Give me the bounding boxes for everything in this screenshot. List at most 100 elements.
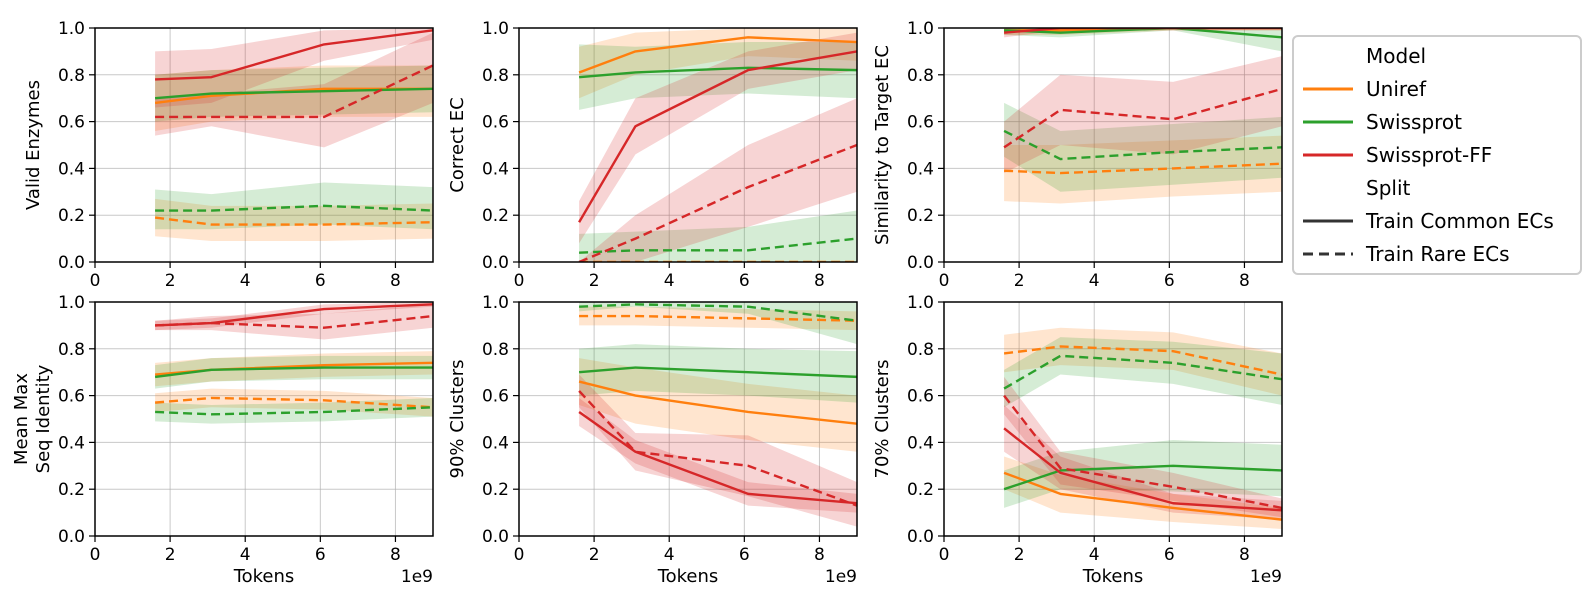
y-tick-label: 0.8 [907,340,934,360]
y-tick-label: 1.0 [907,293,934,313]
x-tick-label: 6 [315,271,326,291]
band-swissprot-ff-rare [155,304,433,340]
legend-model-title: Model [1366,44,1426,68]
band-uniref-common [579,358,857,452]
series-group [154,302,433,424]
x-tick-label: 6 [1164,271,1175,291]
x-axis-label: Tokens [657,566,719,587]
band-swissprot-ff-rare [579,374,857,527]
legend: Model Uniref Swissprot Swissprot-FF Spli… [1292,35,1582,275]
panel-valid-enzymes: 0 2 4 6 8 0.0 0.2 0.4 0.6 0.8 1.0 Valid Enzymes [23,19,434,291]
y-axis-label: Correct EC [447,97,468,192]
plot-frame [518,301,858,537]
y-tick-label: 0.4 [482,159,509,179]
line-swissprot-common [578,66,857,79]
band-uniref-rare [155,388,433,417]
y-tick-label: 0.4 [907,159,934,179]
x-tick-label: 2 [1014,545,1025,565]
y-tick-label: 0.8 [58,340,85,360]
line-uniref-rare [579,314,857,322]
line-uniref-rare [154,216,433,226]
band-swissprot-rare [155,397,433,424]
x-tick-label: 6 [739,545,750,565]
band-swissprot-common [579,344,857,403]
x-tick-label: 4 [664,545,675,565]
line-swissprot-ff-rare [1003,394,1282,510]
x-tick-label: 6 [315,545,326,565]
line-swissprot-rare [155,406,433,416]
line-swissprot-ff-common [578,50,857,223]
panel-similarity-to-target-ec: 0 2 4 6 8 0.0 0.2 0.4 0.6 0.8 1.0 Similarity to Tar… [872,19,1283,291]
band-swissprot-common [1004,28,1282,52]
band-swissprot-rare [579,302,857,345]
series-group [1003,327,1282,529]
line-uniref-rare [154,396,433,409]
y-axis-label: 90% Clusters [447,360,468,479]
x-tick-label: 8 [390,271,401,291]
y-axis-label-line: 90% Clusters [447,360,468,479]
line-swissprot-rare [1003,129,1282,161]
line-uniref-rare [1004,162,1282,175]
panel-70-clusters: 0 2 4 6 8 0.0 0.2 0.4 0.6 0.8 1.0 70% Clusters Token… [872,293,1283,587]
y-tick-label: 0.6 [58,387,85,407]
y-tick-label: 0.0 [482,527,509,547]
y-tick-label: 0.6 [907,387,934,407]
line-swissprot-ff-common [155,29,433,81]
x-tick-label: 0 [90,545,101,565]
y-tick-label: 0.2 [58,206,85,226]
y-tick-label: 0.8 [58,66,85,86]
band-swissprot-ff-common [155,28,433,108]
band-swissprot-ff-common [579,32,857,244]
y-tick-label: 0.6 [482,387,509,407]
panel-90-clusters: 0 2 4 6 8 0.0 0.2 0.4 0.6 0.8 1.0 90% Clusters Token… [447,293,858,587]
y-tick-label: 0.2 [482,206,509,226]
legend-label-rare: Train Rare ECs [1365,242,1510,266]
band-swissprot-rare [579,210,857,262]
x-tick-label: 4 [1089,271,1100,291]
band-swissprot-common [579,42,857,110]
x-tick-label: 6 [1164,545,1175,565]
x-tick-label: 4 [240,545,251,565]
y-axis-label-line: Valid Enzymes [23,80,44,210]
x-tick-label: 2 [589,271,600,291]
y-axis-label: 70% Clusters [872,360,893,479]
x-tick-label: 4 [1089,545,1100,565]
band-swissprot-common [1004,440,1282,508]
line-swissprot-ff-rare [155,314,433,329]
band-swissprot-ff-rare [1004,56,1282,174]
y-tick-label: 0.4 [58,433,85,453]
y-axis-label-line: Seq Identity [33,364,54,473]
y-tick-label: 0.8 [482,66,509,86]
band-swissprot-rare [155,182,433,230]
x-tick-label: 2 [165,271,176,291]
y-tick-label: 1.0 [907,19,934,39]
line-uniref-common [578,36,857,74]
band-swissprot-ff-common [155,302,433,331]
y-tick-label: 0.2 [907,480,934,500]
y-tick-label: 0.2 [482,480,509,500]
x-tick-label: 0 [939,271,950,291]
x-axis-label: Tokens [1082,566,1144,587]
line-swissprot-common [578,366,857,379]
x-tick-label: 8 [814,271,825,291]
x-tick-label: 8 [390,545,401,565]
line-uniref-common [1003,471,1282,521]
y-tick-label: 0.6 [58,113,85,133]
y-tick-label: 0.2 [58,480,85,500]
x-tick-label: 8 [1239,545,1250,565]
x-tick-label: 8 [1239,271,1250,291]
line-swissprot-common [154,366,433,379]
panel-mean-max-seq-identity: 0 2 4 6 8 0.0 0.2 0.4 0.6 0.8 1.0 Mean MaxSeq Ident… [11,293,434,587]
plot-frame [943,27,1283,263]
band-uniref-rare [1004,135,1282,204]
series-group [578,302,857,527]
band-uniref-rare [579,306,857,331]
line-swissprot-ff-common [578,410,857,505]
band-swissprot-ff-rare [1004,376,1282,518]
line-swissprot-ff-rare [578,143,857,262]
x-tick-label: 4 [240,271,251,291]
y-tick-label: 0.2 [907,206,934,226]
legend-split-title: Split [1366,176,1411,200]
y-tick-label: 0.0 [907,527,934,547]
line-swissprot-ff-rare [1003,87,1282,149]
